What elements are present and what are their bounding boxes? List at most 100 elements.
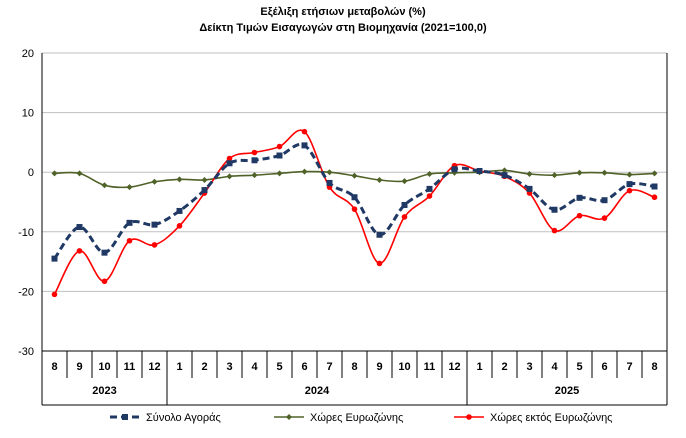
- data-point: [151, 178, 158, 185]
- data-point: [551, 172, 558, 179]
- year-label: 2023: [92, 385, 116, 397]
- year-label: 2025: [555, 385, 579, 397]
- data-point: [376, 260, 383, 267]
- x-tick-label: 12: [448, 361, 460, 373]
- y-tick-label: -30: [18, 346, 34, 358]
- data-point: [176, 223, 183, 229]
- data-point: [101, 278, 108, 285]
- x-tick-label: 4: [251, 361, 258, 373]
- x-tick-label: 4: [551, 361, 558, 373]
- x-tick-label: 5: [276, 361, 282, 373]
- series-line: [53, 129, 655, 295]
- x-tick-label: 3: [526, 361, 532, 373]
- data-point: [376, 231, 383, 238]
- x-tick-label: 9: [376, 361, 382, 373]
- data-point: [326, 179, 333, 186]
- data-point: [601, 215, 608, 221]
- x-tick-label: 1: [476, 361, 482, 373]
- data-point: [51, 170, 58, 177]
- data-point: [501, 167, 508, 174]
- x-tick-label: 10: [398, 361, 410, 373]
- y-tick-label: 10: [22, 108, 34, 120]
- legend-label: Χώρες Ευρωζώνης: [310, 412, 403, 424]
- x-tick-label: 2: [501, 361, 507, 373]
- data-point: [76, 248, 83, 254]
- data-point: [76, 224, 83, 231]
- data-point: [626, 187, 633, 194]
- data-point: [76, 170, 83, 177]
- x-tick-label: 7: [326, 361, 332, 373]
- data-point: [176, 176, 183, 183]
- data-point: [426, 170, 433, 177]
- x-tick-label: 6: [601, 361, 607, 373]
- legend-marker: [286, 414, 292, 420]
- x-tick-label: 9: [76, 361, 82, 373]
- data-point: [226, 173, 233, 180]
- legend: Σύνολο Αγοράς Χώρες Ευρωζώνης Χώρες εκτός …: [110, 412, 613, 424]
- x-tick-label: 11: [424, 361, 436, 373]
- data-point: [576, 212, 583, 219]
- x-tick-label: 1: [176, 361, 182, 373]
- data-point: [476, 168, 483, 175]
- legend-item: Χώρες εκτός Ευρωζώνης: [454, 412, 613, 424]
- data-point: [201, 187, 208, 194]
- year-label: 2024: [305, 385, 330, 397]
- data-point: [526, 185, 533, 192]
- data-point: [301, 128, 308, 135]
- x-tick-label: 3: [226, 361, 232, 373]
- data-point: [251, 172, 258, 179]
- data-point: [576, 194, 583, 201]
- x-tick-label: 8: [651, 361, 657, 373]
- data-point: [651, 194, 658, 201]
- y-tick-label: 0: [28, 167, 34, 179]
- data-point: [251, 149, 258, 156]
- data-point: [276, 143, 283, 150]
- y-tick-label: -20: [18, 286, 34, 298]
- legend-marker: [466, 414, 472, 420]
- chart-title: Εξέλιξη ετήσιων μεταβολών (%): [260, 6, 426, 18]
- data-point: [351, 194, 358, 201]
- data-point: [226, 155, 233, 162]
- data-point: [151, 242, 158, 248]
- x-tick-label: 8: [351, 361, 357, 373]
- data-point: [526, 170, 533, 177]
- data-point: [176, 207, 183, 214]
- data-point: [601, 169, 608, 176]
- data-point: [126, 219, 133, 226]
- data-point: [551, 206, 558, 213]
- x-tick-label: 2: [201, 361, 207, 373]
- data-point: [201, 176, 208, 183]
- chart-subtitle: Δείκτη Τιμών Εισαγωγών στη Βιομηχανία (2…: [199, 22, 487, 34]
- legend-marker: [122, 414, 128, 420]
- legend-item: Σύνολο Αγοράς: [110, 412, 221, 424]
- series-1: [51, 142, 658, 262]
- data-point: [51, 291, 58, 298]
- series-lines: [51, 128, 658, 298]
- x-tick-label: 10: [98, 361, 110, 373]
- x-tick-label: 11: [124, 361, 136, 373]
- legend-item: Χώρες Ευρωζώνης: [274, 412, 403, 424]
- data-point: [301, 168, 308, 175]
- data-point: [426, 185, 433, 192]
- data-point: [226, 160, 233, 167]
- data-point: [651, 183, 658, 190]
- series-line: [53, 142, 655, 260]
- data-point: [276, 170, 283, 177]
- data-point: [101, 182, 108, 189]
- data-point: [51, 255, 58, 262]
- x-tick-label: 7: [626, 361, 632, 373]
- data-point: [376, 176, 383, 183]
- data-point: [626, 181, 633, 188]
- data-point: [626, 171, 633, 178]
- data-point: [276, 152, 283, 159]
- data-point: [401, 201, 408, 208]
- data-point: [326, 169, 333, 176]
- data-point: [101, 249, 108, 256]
- series-2: [51, 167, 658, 191]
- data-point: [126, 237, 133, 244]
- x-tick-label: 12: [148, 361, 160, 373]
- data-point: [251, 157, 258, 164]
- data-point: [401, 178, 408, 185]
- data-point: [651, 170, 658, 177]
